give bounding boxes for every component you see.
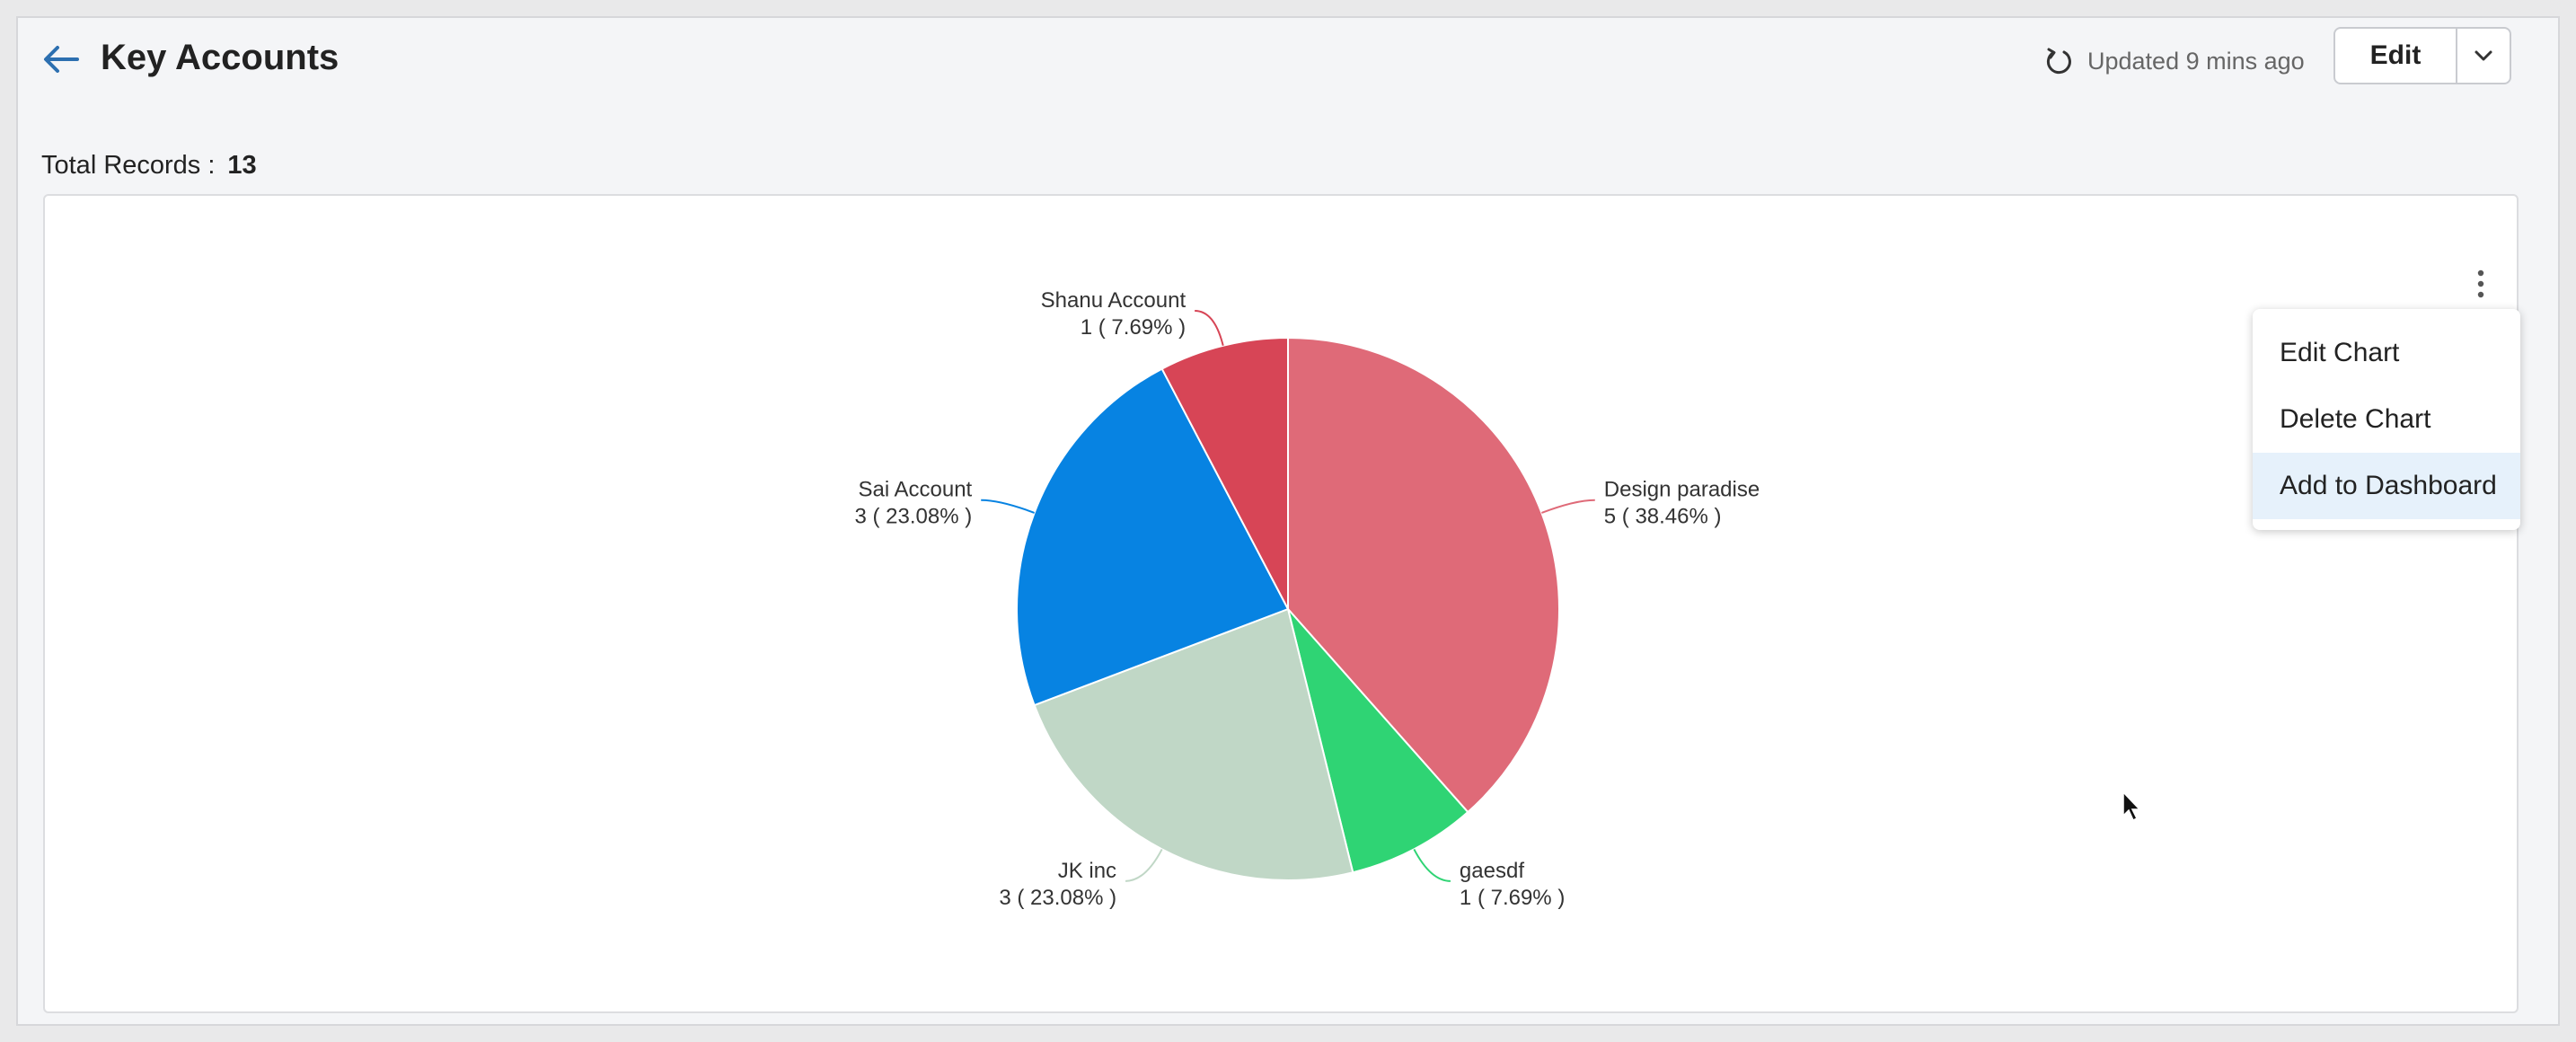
pie-slice-sai-account[interactable] xyxy=(1016,367,1290,707)
menu-item-delete-chart[interactable]: Delete Chart xyxy=(2280,404,2431,434)
leader-line-sai-account xyxy=(981,499,1035,514)
chevron-down-icon xyxy=(2475,50,2492,61)
last-updated-text: Updated 9 mins ago xyxy=(2087,47,2305,75)
slice-label-jk-inc: JK inc xyxy=(1058,859,1116,883)
slice-value-jk-inc: 3 ( 23.08% ) xyxy=(999,886,1116,910)
slice-label-sai-account: Sai Account xyxy=(858,478,972,502)
total-records: Total Records : 13 xyxy=(41,151,257,181)
chart-card: Design paradise 5 ( 38.46% ) gaesdf 1 ( 7.6… xyxy=(43,194,2520,1013)
app-window: Key Accounts Updated 9 mins ago Edit Tot… xyxy=(16,16,2560,1026)
pie-slice-shanu-account[interactable] xyxy=(1160,336,1289,610)
pie-slice-jk-inc[interactable] xyxy=(1033,607,1354,881)
page-title: Key Accounts xyxy=(101,38,340,77)
slice-value-sai-account: 3 ( 23.08% ) xyxy=(854,505,972,529)
edit-split-button: Edit xyxy=(2333,27,2511,84)
page-header: Key Accounts Updated 9 mins ago Edit xyxy=(18,18,2558,117)
total-records-value: 13 xyxy=(227,151,257,180)
edit-button[interactable]: Edit xyxy=(2335,29,2457,83)
slice-value-gaesdf: 1 ( 7.69% ) xyxy=(1460,886,1565,910)
pie-chart: Design paradise 5 ( 38.46% ) gaesdf 1 ( 7.6… xyxy=(854,288,1760,910)
slice-value-shanu-account: 1 ( 7.69% ) xyxy=(1081,315,1186,340)
slice-label-design-paradise: Design paradise xyxy=(1604,478,1760,502)
more-options-icon[interactable] xyxy=(2470,266,2492,302)
leader-line-shanu-account xyxy=(1195,309,1224,347)
slice-value-design-paradise: 5 ( 38.46% ) xyxy=(1604,505,1722,529)
menu-item-edit-chart[interactable]: Edit Chart xyxy=(2280,338,2400,367)
last-updated[interactable]: Updated 9 mins ago xyxy=(2042,45,2305,77)
menu-item-add-to-dashboard[interactable]: Add to Dashboard xyxy=(2253,453,2520,519)
slice-label-shanu-account: Shanu Account xyxy=(1041,288,1187,313)
pie-slice-design-paradise[interactable] xyxy=(1287,336,1560,814)
back-arrow-icon[interactable] xyxy=(41,40,81,79)
leader-line-jk-inc xyxy=(1125,848,1163,882)
chart-options-menu: Edit Chart Delete Chart Add to Dashboard xyxy=(2253,309,2520,530)
total-records-label: Total Records : xyxy=(41,151,216,180)
leader-line-design-paradise xyxy=(1541,499,1595,514)
refresh-icon[interactable] xyxy=(2042,45,2075,77)
mouse-cursor-icon xyxy=(2122,790,2141,822)
leader-line-gaesdf xyxy=(1413,848,1451,882)
slice-label-gaesdf: gaesdf xyxy=(1460,859,1524,883)
pie-slice-gaesdf[interactable] xyxy=(1287,608,1469,874)
edit-dropdown-toggle[interactable] xyxy=(2457,29,2510,83)
